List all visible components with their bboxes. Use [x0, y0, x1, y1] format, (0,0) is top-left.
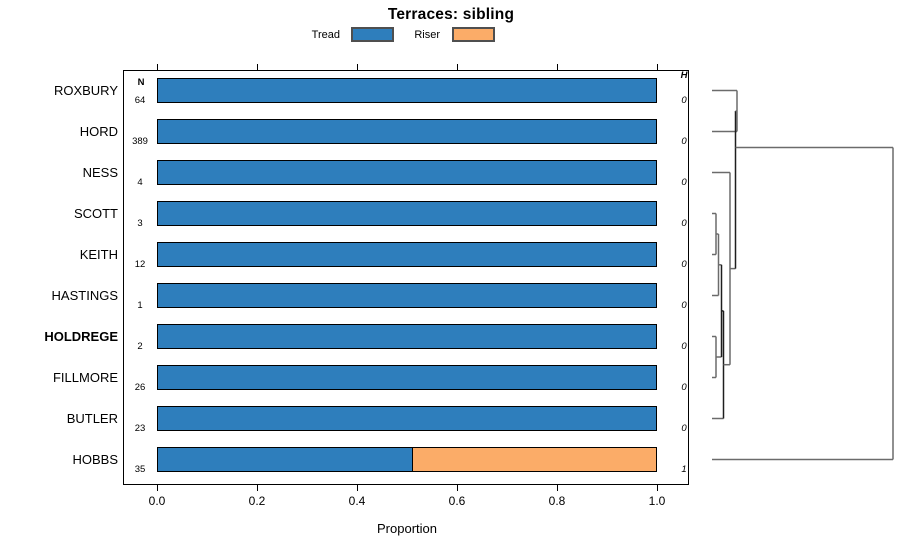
x-tick-label-3: 0.6: [448, 494, 466, 508]
bar-segment-tread: [158, 325, 656, 348]
h-value-scott: 0: [681, 217, 687, 229]
legend-swatch-tread: [351, 27, 394, 42]
n-value-roxbury: 64: [134, 94, 146, 106]
bar-segment-tread: [158, 407, 656, 430]
row-label-roxbury: ROXBURY: [53, 82, 118, 98]
n-value-hobbs: 35: [134, 463, 146, 475]
bar-segment-riser: [411, 448, 656, 471]
bar-segment-tread: [158, 79, 656, 102]
row-label-fillmore: FILLMORE: [52, 369, 118, 385]
bar-segment-tread: [158, 284, 656, 307]
axis-tick-top: [257, 64, 259, 70]
bar-hord: [157, 119, 657, 144]
axis-tick-bottom: [657, 485, 659, 491]
bar-roxbury: [157, 78, 657, 103]
x-axis-label: Proportion: [377, 521, 437, 536]
n-value-scott: 3: [137, 217, 143, 229]
row-label-hastings: HASTINGS: [51, 287, 118, 303]
axis-tick-top: [557, 64, 559, 70]
n-value-hastings: 1: [137, 299, 143, 311]
h-value-butler: 0: [681, 422, 687, 434]
x-tick-label-5: 1.0: [648, 494, 666, 508]
bar-segment-tread: [158, 161, 656, 184]
row-label-keith: KEITH: [79, 246, 118, 262]
h-value-hastings: 0: [681, 299, 687, 311]
axis-tick-top: [657, 64, 659, 70]
x-tick-label-2: 0.4: [348, 494, 366, 508]
n-value-hord: 389: [132, 135, 148, 147]
row-label-ness: NESS: [82, 164, 118, 180]
n-value-fillmore: 26: [134, 381, 146, 393]
n-value-ness: 4: [137, 176, 143, 188]
chart-title: Terraces: sibling: [387, 6, 515, 23]
x-tick-label-0: 0.0: [148, 494, 166, 508]
bar-hastings: [157, 283, 657, 308]
bar-ness: [157, 160, 657, 185]
bar-segment-tread: [158, 243, 656, 266]
axis-tick-bottom: [157, 485, 159, 491]
h-value-hord: 0: [681, 135, 687, 147]
row-label-butler: BUTLER: [66, 410, 118, 426]
h-value-hobbs: 1: [681, 463, 687, 475]
axis-tick-bottom: [257, 485, 259, 491]
bar-keith: [157, 242, 657, 267]
bar-segment-tread: [158, 202, 656, 225]
bar-holdrege: [157, 324, 657, 349]
x-tick-label-4: 0.8: [548, 494, 566, 508]
row-label-hord: HORD: [79, 123, 118, 139]
axis-tick-top: [457, 64, 459, 70]
bar-hobbs: [157, 447, 657, 472]
h-value-fillmore: 0: [681, 381, 687, 393]
n-value-keith: 12: [134, 258, 146, 270]
bar-segment-tread: [158, 366, 656, 389]
bar-segment-tread: [158, 120, 656, 143]
row-label-hobbs: HOBBS: [72, 451, 118, 467]
legend-swatch-riser: [452, 27, 495, 42]
h-value-roxbury: 0: [681, 94, 687, 106]
legend-label-riser: Riser: [414, 29, 440, 41]
bar-segment-tread: [158, 448, 412, 471]
axis-tick-top: [157, 64, 159, 70]
n-value-butler: 23: [134, 422, 146, 434]
axis-tick-bottom: [557, 485, 559, 491]
axis-tick-top: [357, 64, 359, 70]
bar-fillmore: [157, 365, 657, 390]
row-label-scott: SCOTT: [73, 205, 118, 221]
h-value-holdrege: 0: [681, 340, 687, 352]
h-value-keith: 0: [681, 258, 687, 270]
row-label-holdrege: HOLDREGE: [44, 328, 118, 344]
bar-butler: [157, 406, 657, 431]
axis-tick-bottom: [357, 485, 359, 491]
h-column-header: H: [680, 70, 688, 81]
bar-scott: [157, 201, 657, 226]
x-tick-label-1: 0.2: [248, 494, 266, 508]
legend-label-tread: Tread: [311, 29, 340, 41]
n-value-holdrege: 2: [137, 340, 143, 352]
n-column-header: N: [137, 77, 145, 88]
axis-tick-bottom: [457, 485, 459, 491]
h-value-ness: 0: [681, 176, 687, 188]
